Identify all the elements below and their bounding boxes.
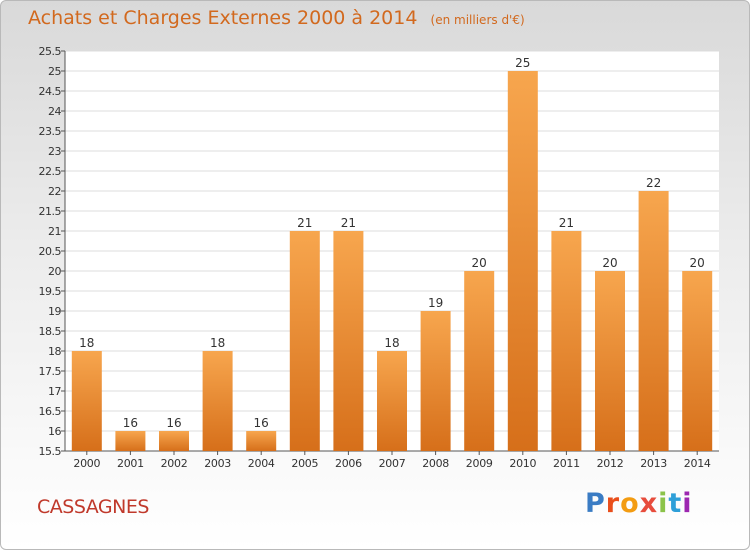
bar-value-label: 16 (123, 416, 138, 430)
logo-letter: i (682, 488, 693, 519)
y-tick-label: 15.5 (39, 445, 62, 458)
logo-letter: x (639, 488, 659, 519)
bar (551, 231, 582, 451)
logo-letter: t (668, 488, 683, 519)
x-tick-label: 2010 (509, 457, 536, 470)
bar (595, 271, 625, 451)
bar (333, 231, 364, 451)
proxiti-logo: Proxiti (585, 488, 693, 519)
bar-value-label: 16 (254, 416, 269, 430)
y-tick-label: 20.5 (39, 245, 62, 258)
bar-value-label: 20 (602, 256, 617, 270)
x-tick-label: 2006 (335, 457, 362, 470)
y-tick-label: 22.5 (39, 165, 62, 178)
y-tick-label: 18 (48, 345, 61, 358)
logo-letter: r (605, 488, 621, 519)
y-tick-label: 17.5 (39, 365, 62, 378)
x-tick-label: 2002 (161, 457, 188, 470)
x-tick-label: 2005 (291, 457, 318, 470)
bar-value-label: 16 (166, 416, 181, 430)
y-tick-label: 17 (48, 385, 61, 398)
bar-value-label: 25 (515, 56, 530, 70)
x-tick-label: 2011 (553, 457, 580, 470)
bar (682, 271, 713, 451)
bar-value-label: 21 (341, 216, 356, 230)
bar (638, 191, 669, 451)
bar (464, 271, 495, 451)
x-tick-label: 2003 (204, 457, 231, 470)
y-tick-label: 21.5 (39, 205, 62, 218)
y-tick-label: 16 (48, 425, 61, 438)
x-tick-label: 2007 (379, 457, 406, 470)
y-tick-label: 19.5 (39, 285, 62, 298)
bar (115, 431, 146, 451)
x-tick-label: 2014 (684, 457, 711, 470)
bar (202, 351, 233, 451)
chart-unit-label: (en milliers d'€) (430, 13, 525, 27)
x-tick-label: 2009 (466, 457, 493, 470)
logo-letter: o (620, 488, 640, 519)
bar (507, 71, 538, 451)
y-tick-label: 21 (48, 225, 61, 238)
y-tick-label: 24.5 (39, 85, 62, 98)
bar (420, 311, 451, 451)
y-tick-label: 19 (48, 305, 61, 318)
logo-letter: P (585, 488, 606, 519)
y-tick-label: 23.5 (39, 125, 62, 138)
bar-value-label: 18 (79, 336, 94, 350)
y-tick-label: 25 (48, 65, 61, 78)
bar-value-label: 18 (210, 336, 225, 350)
bar (289, 231, 320, 451)
bar (377, 351, 407, 451)
y-tick-label: 24 (48, 105, 61, 118)
x-tick-label: 2001 (117, 457, 144, 470)
bar-value-label: 19 (428, 296, 443, 310)
bar-value-label: 18 (384, 336, 399, 350)
bar-value-label: 20 (690, 256, 705, 270)
chart-title-main: Achats et Charges Externes 2000 à 2014 (28, 7, 418, 29)
bar (246, 431, 277, 451)
x-tick-label: 2004 (248, 457, 275, 470)
y-tick-label: 20 (48, 265, 61, 278)
commune-name: CASSAGNES (37, 496, 149, 518)
bar (159, 431, 189, 451)
chart-title: Achats et Charges Externes 2000 à 2014 (… (28, 7, 525, 29)
y-tick-label: 22 (48, 185, 61, 198)
x-tick-label: 2012 (597, 457, 624, 470)
y-tick-label: 23 (48, 145, 61, 158)
y-tick-label: 16.5 (39, 405, 62, 418)
bar-value-label: 21 (559, 216, 574, 230)
x-tick-label: 2000 (73, 457, 100, 470)
bar-value-label: 20 (472, 256, 487, 270)
x-tick-label: 2013 (640, 457, 667, 470)
bar (71, 351, 102, 451)
bar-value-label: 22 (646, 176, 661, 190)
logo-letter: i (658, 488, 669, 519)
x-tick-label: 2008 (422, 457, 449, 470)
y-tick-label: 25.5 (39, 45, 62, 58)
bar-value-label: 21 (297, 216, 312, 230)
y-tick-label: 18.5 (39, 325, 62, 338)
